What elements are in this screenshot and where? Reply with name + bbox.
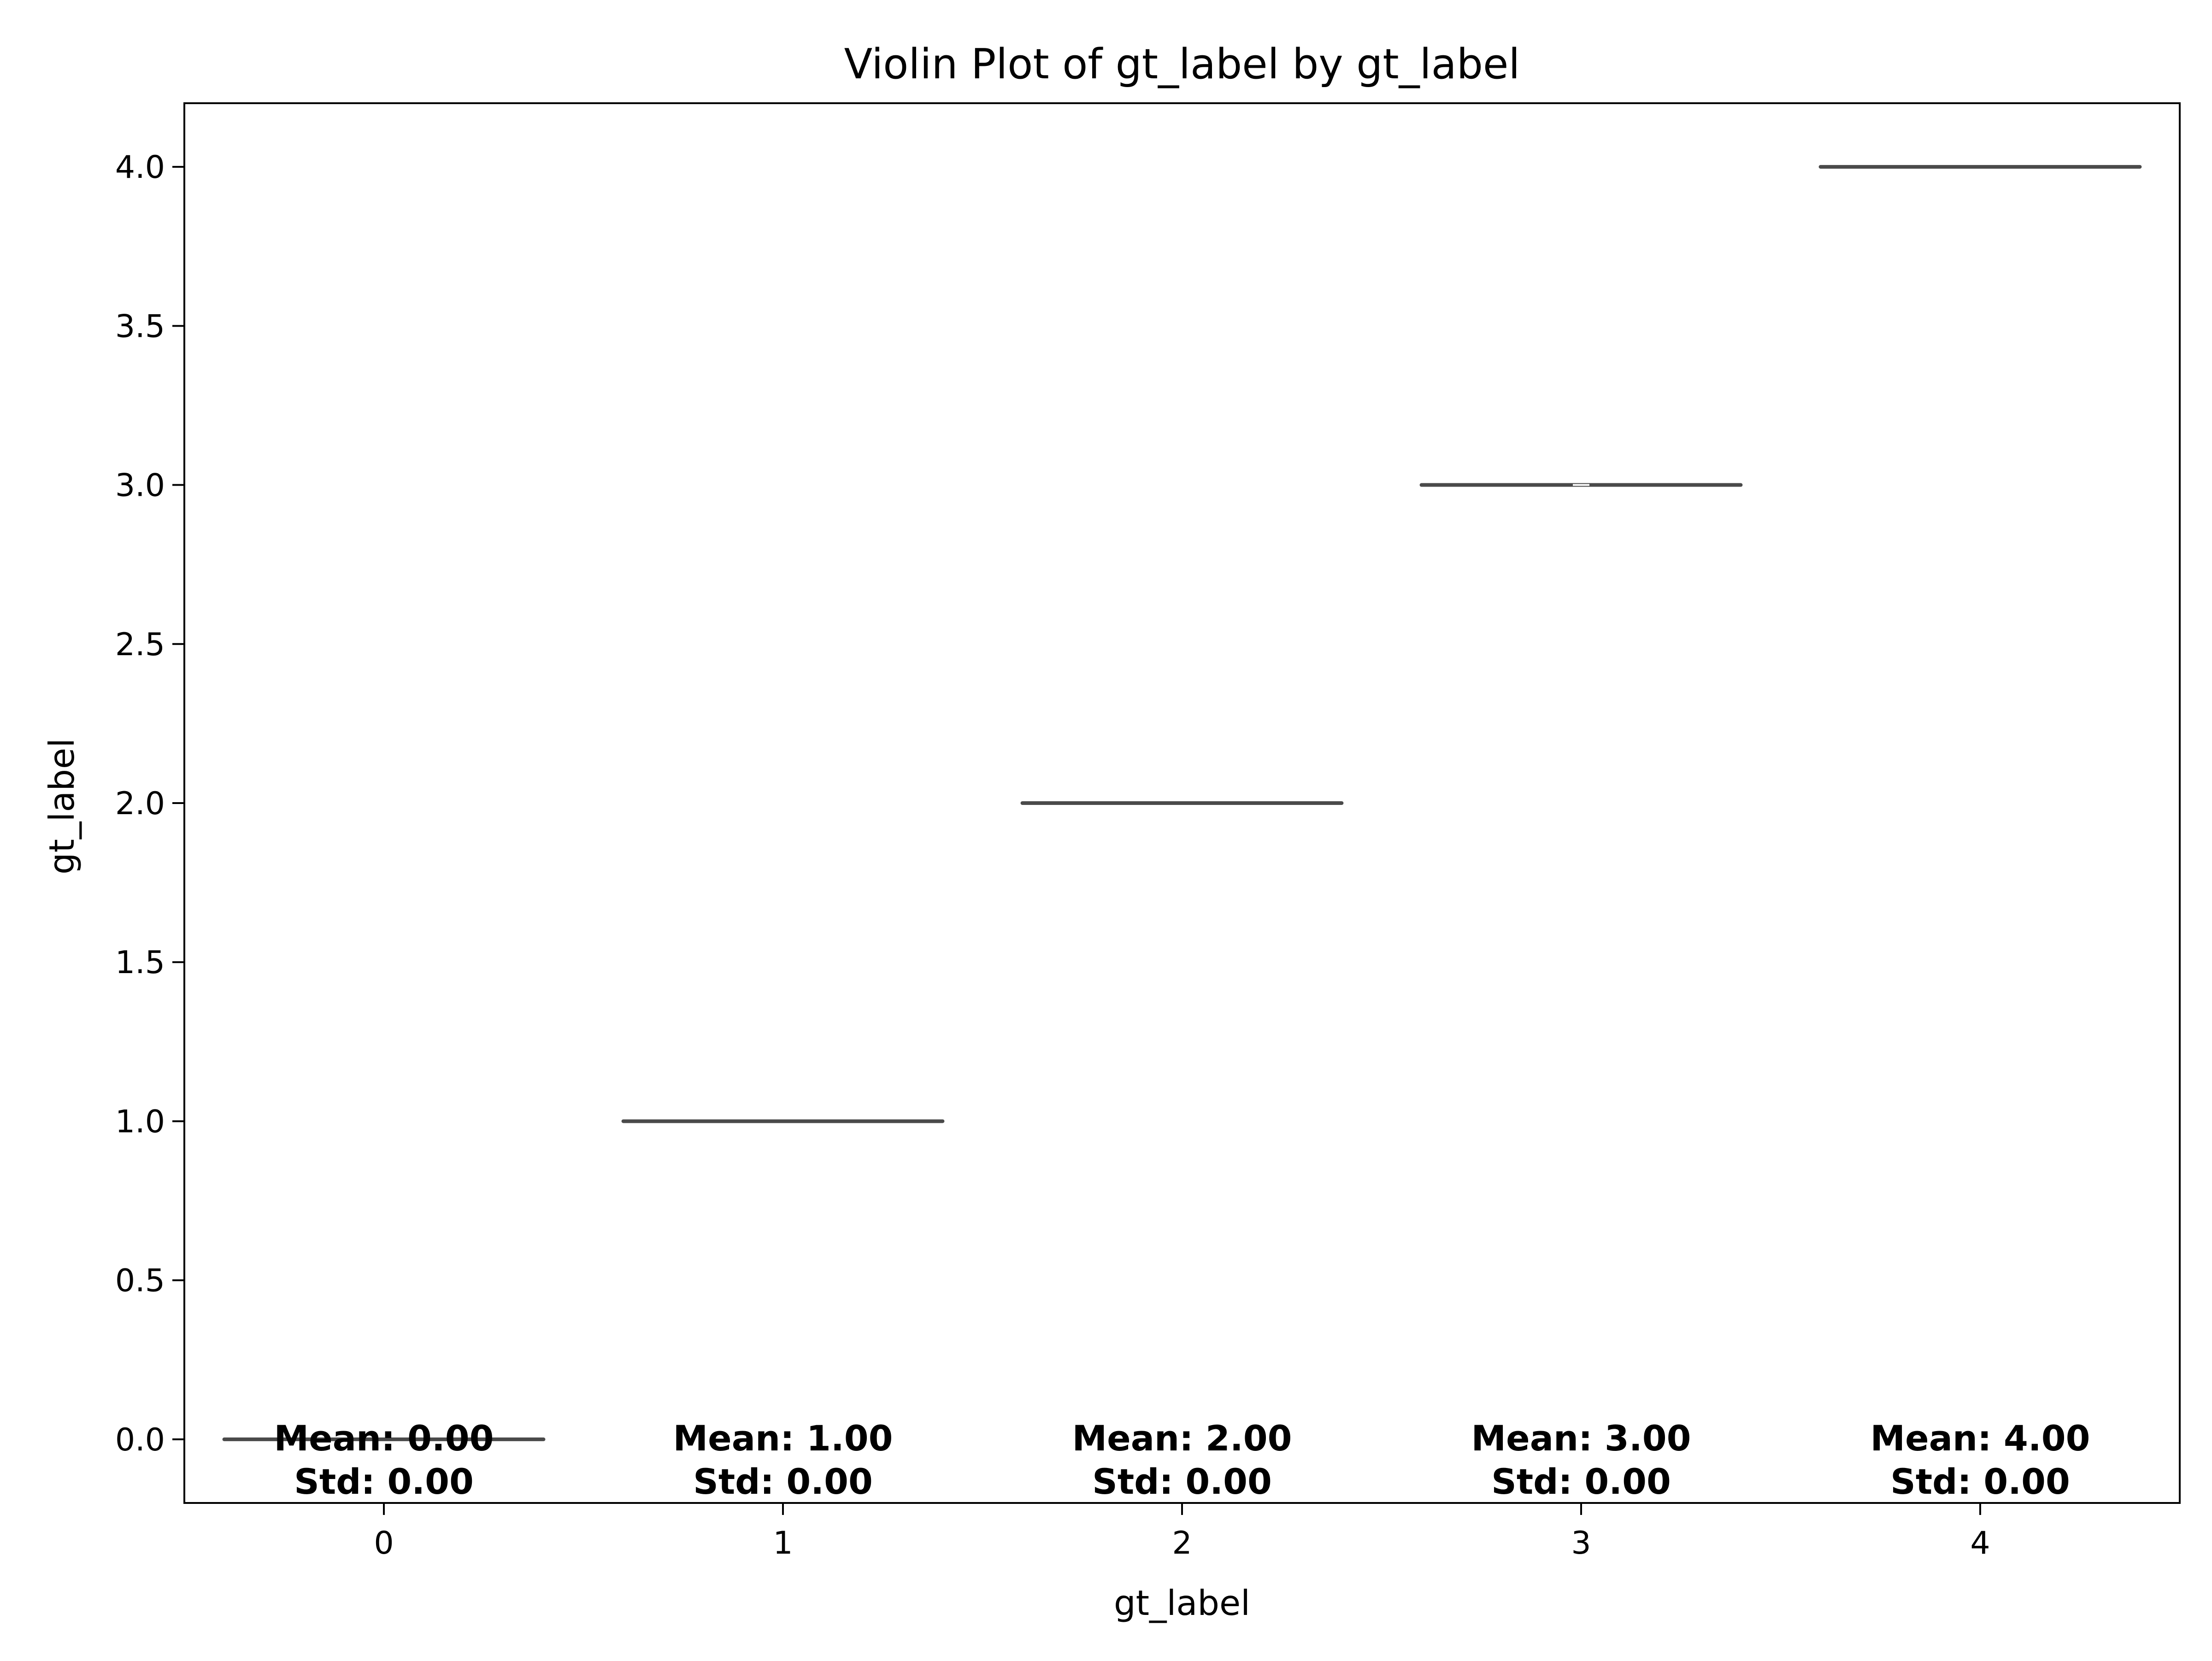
mean-annotation: Mean: 1.00 xyxy=(673,1418,893,1459)
std-annotation: Std: 0.00 xyxy=(1890,1461,2070,1502)
chart-title: Violin Plot of gt_label by gt_label xyxy=(844,40,1520,88)
x-tick-label: 2 xyxy=(1172,1525,1192,1561)
x-tick-label: 4 xyxy=(1970,1525,1990,1561)
std-annotation: Std: 0.00 xyxy=(294,1461,474,1502)
y-tick-label: 0.5 xyxy=(115,1263,165,1299)
y-tick-label: 3.5 xyxy=(115,308,165,345)
y-tick-label: 2.5 xyxy=(115,627,165,663)
std-annotation: Std: 0.00 xyxy=(1092,1461,1272,1502)
std-annotation: Std: 0.00 xyxy=(693,1461,873,1502)
plot-frame xyxy=(183,102,2181,1504)
y-tick-label: 1.0 xyxy=(115,1103,165,1140)
plot-area: 0.0 0.5 1.0 1.5 2.0 2.5 3.0 3.5 4.0 0 1 2 3 4 Mean: 0.… xyxy=(115,102,2181,1561)
mean-annotation: Mean: 3.00 xyxy=(1471,1418,1691,1459)
x-tick-label: 0 xyxy=(374,1525,394,1561)
y-tick-label: 3.0 xyxy=(115,468,165,504)
std-annotation: Std: 0.00 xyxy=(1491,1461,1671,1502)
y-tick-label: 1.5 xyxy=(115,945,165,981)
x-axis-label: gt_label xyxy=(1114,1583,1250,1623)
mean-annotation: Mean: 2.00 xyxy=(1072,1418,1292,1459)
y-axis-label: gt_label xyxy=(41,738,82,875)
x-tick-label: 3 xyxy=(1571,1525,1591,1561)
y-tick-label: 2.0 xyxy=(115,786,165,822)
mean-annotation: Mean: 4.00 xyxy=(1871,1418,2090,1459)
y-tick-label: 4.0 xyxy=(115,149,165,186)
y-tick-label: 0.0 xyxy=(115,1422,165,1458)
x-tick-label: 1 xyxy=(773,1525,793,1561)
mean-annotation: Mean: 0.00 xyxy=(274,1418,494,1459)
